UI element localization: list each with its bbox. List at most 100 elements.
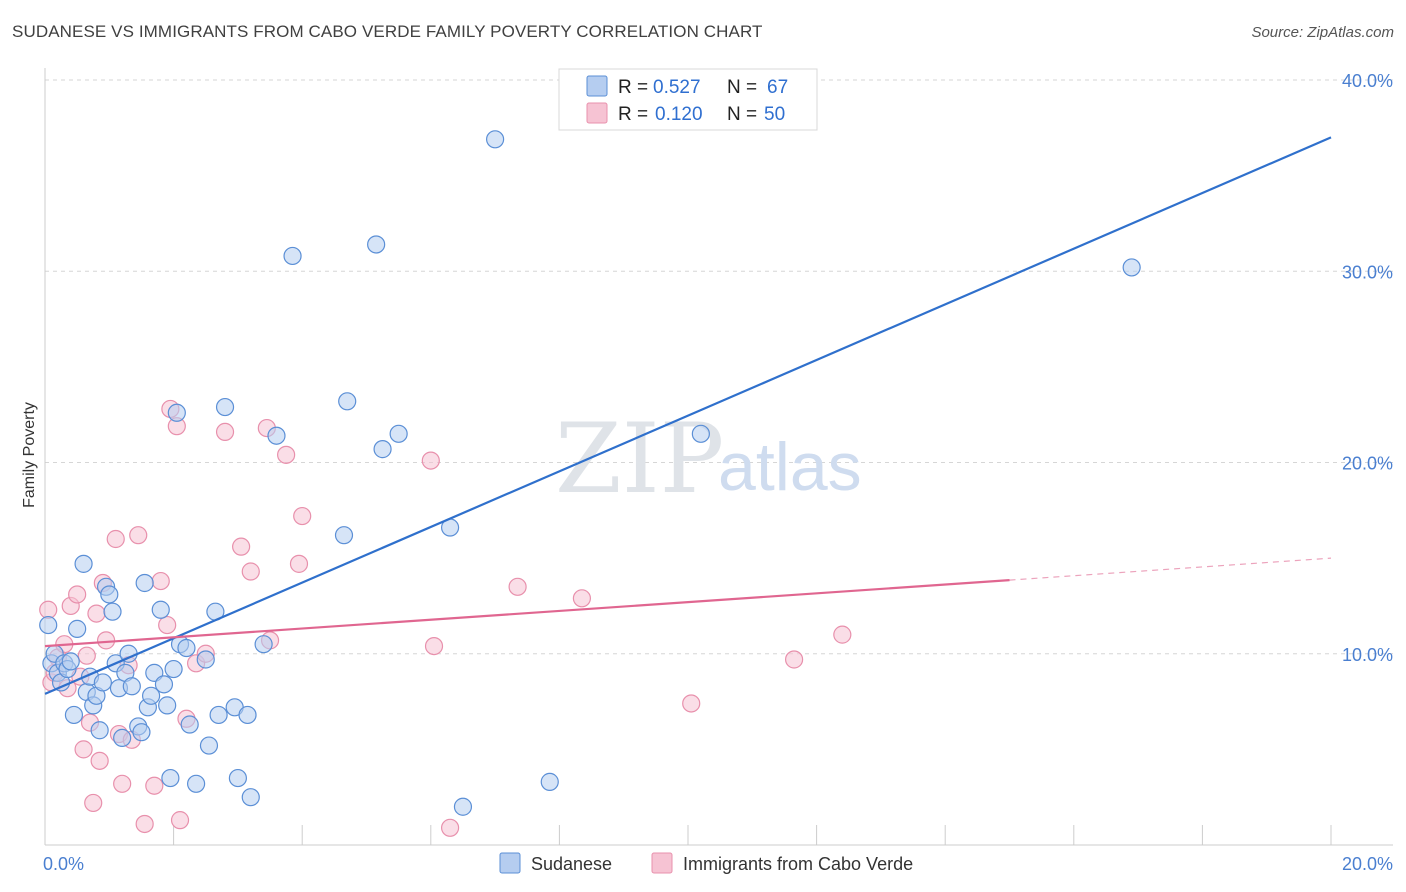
sudanese-point [196, 650, 215, 669]
watermark-atlas: atlas [718, 429, 862, 505]
cabo-verde-point [129, 526, 148, 545]
trend-line-extension-cabo-verde [1009, 557, 1332, 581]
legend-r-label: R = [618, 77, 648, 98]
sudanese-point [161, 768, 180, 788]
cabo-verde-point [68, 585, 87, 604]
cabo-verde-point [289, 554, 309, 573]
y-tick-label: 10.0% [1342, 645, 1393, 665]
y-axis-label: Family Poverty [21, 402, 38, 508]
legend-n-label: N = [727, 77, 757, 98]
cabo-verde-point [90, 751, 109, 770]
cabo-verde-point [241, 562, 260, 581]
sudanese-point [61, 652, 80, 671]
sudanese-point [209, 705, 228, 725]
sudanese-point [39, 615, 58, 635]
series-sudanese-points [39, 130, 1141, 816]
sudanese-point [486, 130, 505, 149]
sudanese-point [100, 585, 119, 604]
sudanese-point [164, 659, 183, 679]
bottom-legend-label-sudanese: Sudanese [531, 854, 612, 874]
cabo-verde-point [96, 631, 116, 650]
sudanese-point [113, 728, 132, 748]
cabo-verde-point [293, 506, 312, 526]
sudanese-point [1122, 258, 1141, 277]
cabo-verde-point [39, 600, 58, 619]
watermark: ZIP atlas [555, 403, 862, 515]
bottom-legend-swatch-cabo-verde [651, 852, 673, 874]
legend-r-value-sudanese: 0.527 [653, 77, 701, 98]
sudanese-point [132, 723, 151, 742]
sudanese-point [177, 638, 196, 658]
cabo-verde-point [151, 571, 170, 591]
cabo-verde-point [158, 615, 177, 635]
cabo-verde-point [77, 646, 96, 665]
sudanese-point [199, 736, 219, 755]
sudanese-point [187, 774, 206, 793]
sudanese-point [373, 440, 392, 459]
legend-r-value-cabo-verde: 0.120 [655, 104, 703, 125]
cabo-verde-point [277, 445, 296, 464]
legend-n-value-cabo-verde: 50 [764, 104, 785, 125]
sudanese-point [135, 573, 154, 593]
sudanese-point [167, 403, 186, 422]
cabo-verde-point [106, 529, 125, 549]
legend-swatch-sudanese [586, 75, 608, 97]
sudanese-point [64, 705, 84, 725]
sudanese-point [283, 246, 302, 266]
gridlines [45, 79, 1393, 655]
sudanese-point [367, 235, 386, 254]
y-tick-label: 20.0% [1342, 454, 1393, 474]
sudanese-point [334, 526, 354, 545]
x-tick-labels: 0.0% 20.0% [43, 854, 1393, 874]
sudanese-point [215, 397, 235, 417]
sudanese-point [103, 602, 122, 621]
bottom-legend: Sudanese Immigrants from Cabo Verde [499, 852, 913, 874]
sudanese-point [228, 768, 247, 788]
sudanese-point [389, 424, 408, 443]
cabo-verde-point [84, 793, 103, 813]
sudanese-point [180, 715, 199, 734]
watermark-zip: ZIP [555, 403, 724, 515]
chart-title: SUDANESE VS IMMIGRANTS FROM CABO VERDE F… [12, 22, 763, 41]
cabo-verde-point [421, 451, 440, 470]
sudanese-point [540, 772, 559, 791]
legend-n-label: N = [727, 104, 757, 125]
y-tick-label: 40.0% [1342, 71, 1393, 91]
sudanese-point [141, 686, 161, 705]
cabo-verde-point [508, 577, 527, 596]
sudanese-point [151, 600, 170, 619]
sudanese-point [254, 635, 273, 654]
axes [44, 68, 1393, 846]
x-tick-label: 0.0% [43, 854, 84, 874]
sudanese-point [154, 675, 174, 694]
sudanese-point [691, 424, 710, 443]
legend-swatch-cabo-verde [586, 102, 608, 124]
y-tick-label: 30.0% [1342, 262, 1393, 282]
cabo-verde-point [232, 537, 251, 556]
sudanese-point [93, 673, 112, 692]
sudanese-point [68, 619, 87, 638]
sudanese-point [267, 426, 286, 445]
bottom-legend-swatch-sudanese [499, 852, 521, 874]
sudanese-point [241, 788, 260, 807]
sudanese-point [158, 696, 177, 715]
cabo-verde-point [113, 774, 132, 793]
x-tick-label: 20.0% [1342, 854, 1393, 874]
cabo-verde-point [87, 604, 106, 623]
cabo-verde-point [833, 625, 852, 644]
cabo-verde-point [170, 811, 190, 830]
cabo-verde-point [784, 650, 804, 669]
cabo-verde-point [145, 776, 164, 795]
sudanese-point [453, 797, 473, 816]
cabo-verde-point [135, 814, 154, 834]
cabo-verde-point [74, 740, 93, 759]
bottom-legend-label-cabo-verde: Immigrants from Cabo Verde [683, 854, 913, 874]
cabo-verde-point [572, 589, 592, 608]
cabo-verde-point [424, 636, 444, 656]
cabo-verde-point [215, 422, 235, 441]
sudanese-point [74, 554, 93, 573]
legend-n-value-sudanese: 67 [767, 77, 788, 98]
trend-lines [44, 136, 1332, 695]
y-tick-labels: 10.0% 20.0% 30.0% 40.0% [1342, 71, 1393, 665]
legend-r-label: R = [618, 104, 648, 125]
